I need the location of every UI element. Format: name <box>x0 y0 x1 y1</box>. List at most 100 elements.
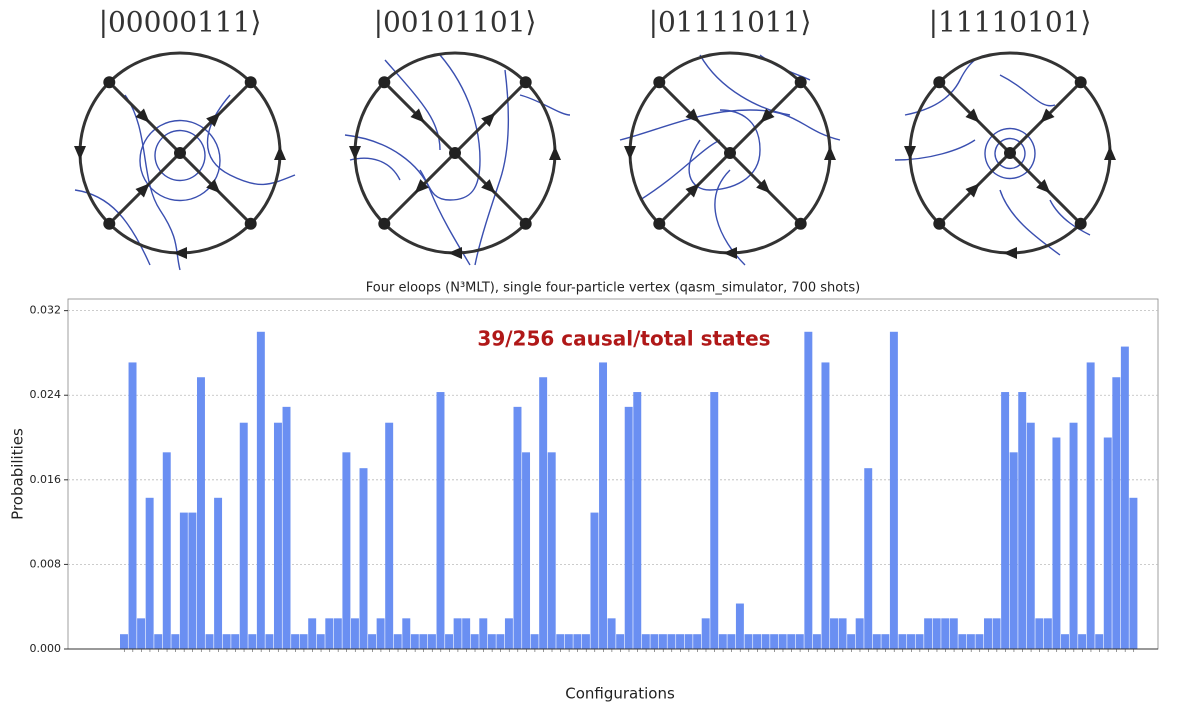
eloop-curve <box>1049 199 1091 236</box>
vertex <box>653 217 666 230</box>
y-tick-label: 0.024 <box>30 388 62 401</box>
bar <box>222 634 231 649</box>
diagram-label: |00000111⟩ <box>99 6 262 39</box>
bar <box>196 377 205 649</box>
eloop-curve <box>519 94 571 116</box>
eloop-curve <box>904 54 991 116</box>
arrow <box>173 247 187 259</box>
bar <box>1129 497 1138 649</box>
bar <box>120 634 128 649</box>
bar <box>624 406 633 649</box>
bar <box>830 618 838 649</box>
vertex <box>103 217 116 230</box>
eloop-curve <box>419 54 481 201</box>
bar <box>402 618 411 649</box>
arrow <box>448 247 462 259</box>
bar <box>881 634 890 649</box>
bar <box>470 634 479 649</box>
bar <box>693 634 702 649</box>
bar <box>941 618 950 649</box>
bar <box>530 634 539 649</box>
bar <box>949 618 958 649</box>
bar <box>1009 452 1018 649</box>
eloop-curve <box>206 94 296 186</box>
bar <box>359 468 368 649</box>
diagram-label: |01111011⟩ <box>649 6 812 39</box>
vertex <box>933 217 946 230</box>
eloop-curve <box>699 54 791 116</box>
bar <box>188 512 197 649</box>
bar <box>154 634 163 649</box>
bar <box>590 512 599 649</box>
eloop-curve <box>999 74 1056 107</box>
bar <box>239 422 248 649</box>
arrow <box>685 183 700 198</box>
bar <box>513 406 522 649</box>
eloop-curve <box>999 189 1061 256</box>
bar <box>872 634 881 649</box>
bar <box>821 362 830 649</box>
vertex <box>1074 76 1087 89</box>
bar <box>932 618 941 649</box>
bar <box>984 618 992 649</box>
vertex <box>103 76 116 89</box>
eloop-curve <box>139 119 221 202</box>
bar <box>898 634 907 649</box>
bar <box>992 618 1001 649</box>
bar <box>145 497 154 649</box>
arrow <box>1040 108 1055 123</box>
arrow <box>206 112 221 127</box>
bar <box>248 634 257 649</box>
bar <box>676 634 685 649</box>
arrow <box>135 108 150 123</box>
eloop-curve <box>688 109 761 191</box>
bar <box>487 634 496 649</box>
x-axis-label: Configurations <box>565 685 675 703</box>
arrow <box>685 108 700 123</box>
bar <box>350 618 359 649</box>
bar <box>522 452 531 649</box>
bar <box>231 634 240 649</box>
eloop-curve <box>639 139 721 201</box>
bar <box>1043 618 1052 649</box>
arrow <box>624 146 636 160</box>
bar <box>744 634 753 649</box>
bar <box>770 634 779 649</box>
bar <box>684 634 693 649</box>
bar <box>1078 634 1087 649</box>
vertex <box>378 76 391 89</box>
arrow <box>349 146 361 160</box>
vertex <box>1074 217 1087 230</box>
arrow <box>410 108 425 123</box>
vertex <box>174 147 186 159</box>
arrow <box>824 146 836 160</box>
vertex <box>519 76 532 89</box>
y-axis-label: Probabilities <box>9 428 27 520</box>
bar <box>256 331 265 649</box>
bar <box>667 634 676 649</box>
bar <box>975 634 984 649</box>
bar <box>368 634 377 649</box>
bar <box>607 618 616 649</box>
arrow <box>760 108 775 123</box>
arrow <box>965 183 980 198</box>
bar <box>496 634 505 649</box>
diagrams: |00000111⟩ |00101101⟩ |01111011⟩ |11110101⟩ <box>74 6 1116 271</box>
vertex <box>653 76 666 89</box>
bar <box>436 392 445 649</box>
eloop-curve <box>344 134 471 266</box>
bar <box>1035 618 1044 649</box>
bar <box>889 331 898 649</box>
bar <box>556 634 565 649</box>
eloop-curve <box>74 189 151 266</box>
bar <box>924 618 933 649</box>
vertex <box>449 147 461 159</box>
bar <box>479 618 488 649</box>
bar <box>804 331 813 649</box>
arrow <box>481 112 496 127</box>
vertex <box>244 217 257 230</box>
bar <box>171 634 180 649</box>
bar <box>616 634 625 649</box>
bar <box>761 634 770 649</box>
eloop-curve <box>154 129 206 182</box>
